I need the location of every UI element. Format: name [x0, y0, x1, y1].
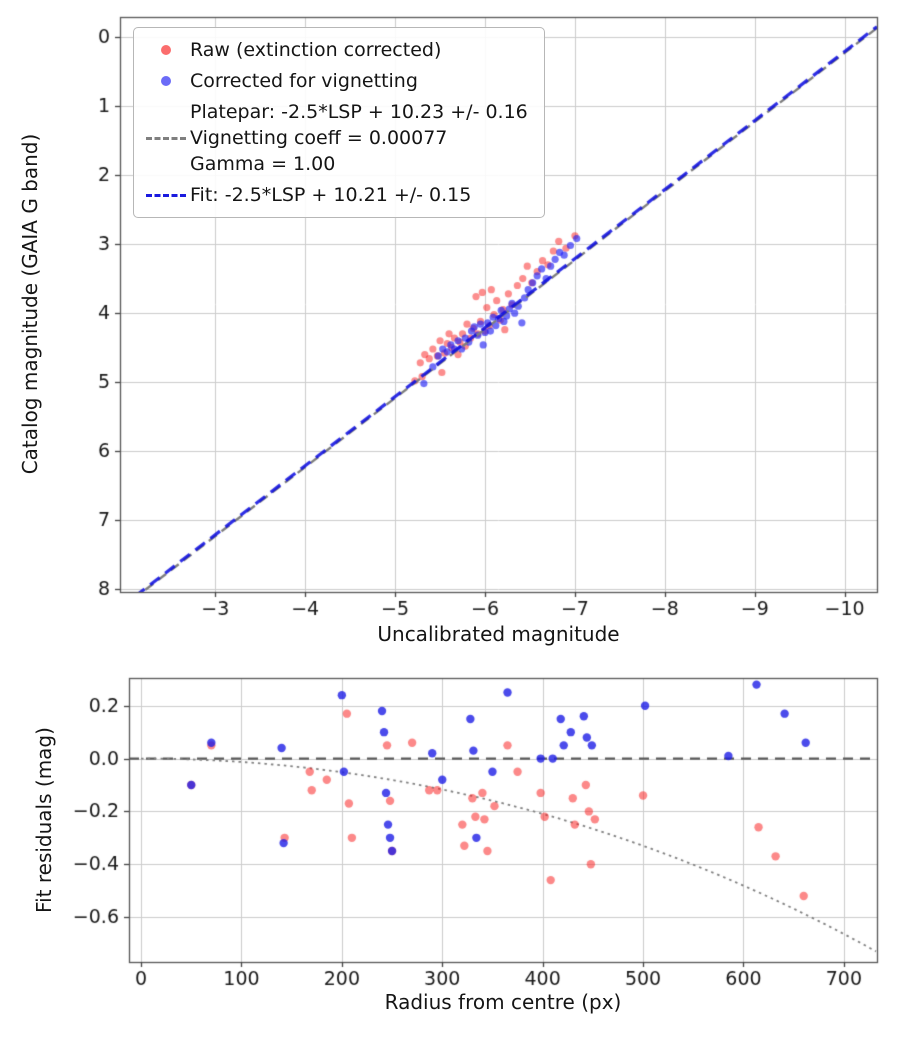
legend-entry-corrected: Corrected for vignetting	[142, 68, 528, 94]
top-xaxis-label: Uncalibrated magnitude	[377, 622, 620, 646]
legend-entry-platepar: Platepar: -2.5*LSP + 10.23 +/- 0.16 Vign…	[142, 99, 528, 177]
legend: Raw (extinction corrected) Corrected for…	[133, 27, 545, 218]
corrected-marker-icon	[142, 76, 190, 86]
top-yaxis-label: Catalog magnitude (GAIA G band)	[18, 133, 42, 475]
legend-label-fit: Fit: -2.5*LSP + 10.21 +/- 0.15	[190, 184, 472, 206]
bottom-yaxis-label: Fit residuals (mag)	[32, 727, 56, 913]
legend-entry-fit: Fit: -2.5*LSP + 10.21 +/- 0.15	[142, 182, 528, 208]
fit-dashed-line-icon	[142, 193, 190, 197]
legend-entry-raw: Raw (extinction corrected)	[142, 37, 528, 63]
legend-label-platepar: Platepar: -2.5*LSP + 10.23 +/- 0.16 Vign…	[190, 101, 528, 175]
bottom-xaxis-label: Radius from centre (px)	[384, 990, 622, 1014]
legend-label-corrected: Corrected for vignetting	[190, 70, 418, 92]
platepar-dashed-line-icon	[142, 136, 190, 140]
legend-label-raw: Raw (extinction corrected)	[190, 39, 442, 61]
raw-marker-icon	[142, 45, 190, 55]
